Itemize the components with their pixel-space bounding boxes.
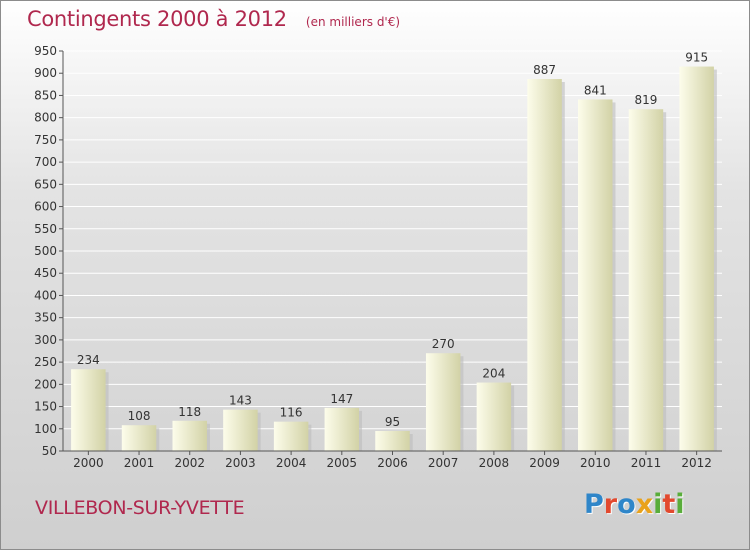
bar [527, 79, 562, 451]
bar [71, 369, 106, 451]
x-tick-label: 2010 [580, 456, 611, 470]
x-tick-label: 2006 [377, 456, 408, 470]
y-tick-label: 250 [34, 355, 57, 369]
bar-value-label: 108 [128, 409, 151, 423]
labels: 50 100 150 200 250 300 350 400 450 500 550 600 650 70… [34, 44, 712, 470]
bar-value-label: 143 [229, 394, 252, 408]
logo-letter: r [603, 489, 618, 520]
y-tick-label: 550 [34, 222, 57, 236]
bar [324, 407, 360, 451]
bar-value-label: 841 [584, 83, 607, 97]
bar [425, 353, 461, 451]
x-tick-label: 2008 [479, 456, 510, 470]
commune-name: VILLEBON-SUR-YVETTE [35, 497, 245, 519]
x-tick-label: 2004 [276, 456, 307, 470]
chart-subtitle: (en milliers d'€) [305, 15, 401, 29]
bar [578, 99, 613, 451]
x-tick-label: 2012 [681, 456, 712, 470]
x-tick-label: 2007 [428, 456, 459, 470]
bar [476, 382, 512, 451]
bar-value-label: 147 [330, 392, 353, 406]
bar [172, 420, 207, 451]
x-tick-label: 2002 [174, 456, 205, 470]
x-tick-label: 2000 [73, 456, 104, 470]
chart-title: Contingents 2000 à 2012 [27, 7, 287, 31]
bar [273, 421, 309, 451]
logo-letter: x [635, 489, 654, 520]
logo-letter: t [662, 489, 676, 520]
bar [121, 425, 157, 451]
y-tick-label: 700 [34, 155, 57, 169]
x-tick-label: 2005 [327, 456, 358, 470]
y-tick-label: 400 [34, 288, 57, 302]
y-tick-label: 300 [34, 333, 57, 347]
y-tick-label: 500 [34, 244, 57, 258]
logo-letter: P [584, 489, 604, 520]
logo-letter: o [617, 489, 636, 520]
bar-value-label: 116 [280, 406, 303, 420]
grid-lines [63, 50, 722, 430]
y-tick-label: 50 [42, 444, 57, 458]
bar-value-label: 95 [385, 415, 400, 429]
x-tick-label: 2003 [225, 456, 256, 470]
bar-value-label: 234 [77, 353, 100, 367]
logo-letter: i [653, 489, 663, 520]
bar [679, 66, 714, 452]
bar [375, 431, 410, 451]
title-row: Contingents 2000 à 2012 (en milliers d'€… [27, 7, 400, 31]
y-tick-label: 850 [34, 88, 57, 102]
bar-value-label: 887 [533, 63, 556, 77]
y-tick-label: 450 [34, 266, 57, 280]
y-tick-label: 650 [34, 177, 57, 191]
bar [223, 409, 258, 451]
y-tick-label: 600 [34, 200, 57, 214]
y-tick-label: 350 [34, 311, 57, 325]
bars [71, 66, 717, 452]
bar-value-label: 915 [685, 51, 708, 65]
y-tick-label: 800 [34, 111, 57, 125]
y-tick-label: 750 [34, 133, 57, 147]
axes [59, 50, 722, 455]
logo-letter: i [675, 489, 685, 520]
bar-value-label: 118 [178, 405, 201, 419]
y-tick-label: 200 [34, 377, 57, 391]
y-tick-label: 100 [34, 422, 57, 436]
y-tick-label: 950 [34, 44, 57, 58]
bar-value-label: 270 [432, 337, 455, 351]
x-tick-label: 2011 [631, 456, 662, 470]
y-tick-label: 900 [34, 66, 57, 80]
x-tick-label: 2001 [124, 456, 155, 470]
bar-value-label: 819 [635, 93, 658, 107]
bar-value-label: 204 [482, 367, 505, 381]
bar [628, 109, 664, 451]
y-tick-label: 150 [34, 400, 57, 414]
proxiti-logo[interactable]: Proxiti [584, 489, 685, 520]
x-tick-label: 2009 [529, 456, 560, 470]
